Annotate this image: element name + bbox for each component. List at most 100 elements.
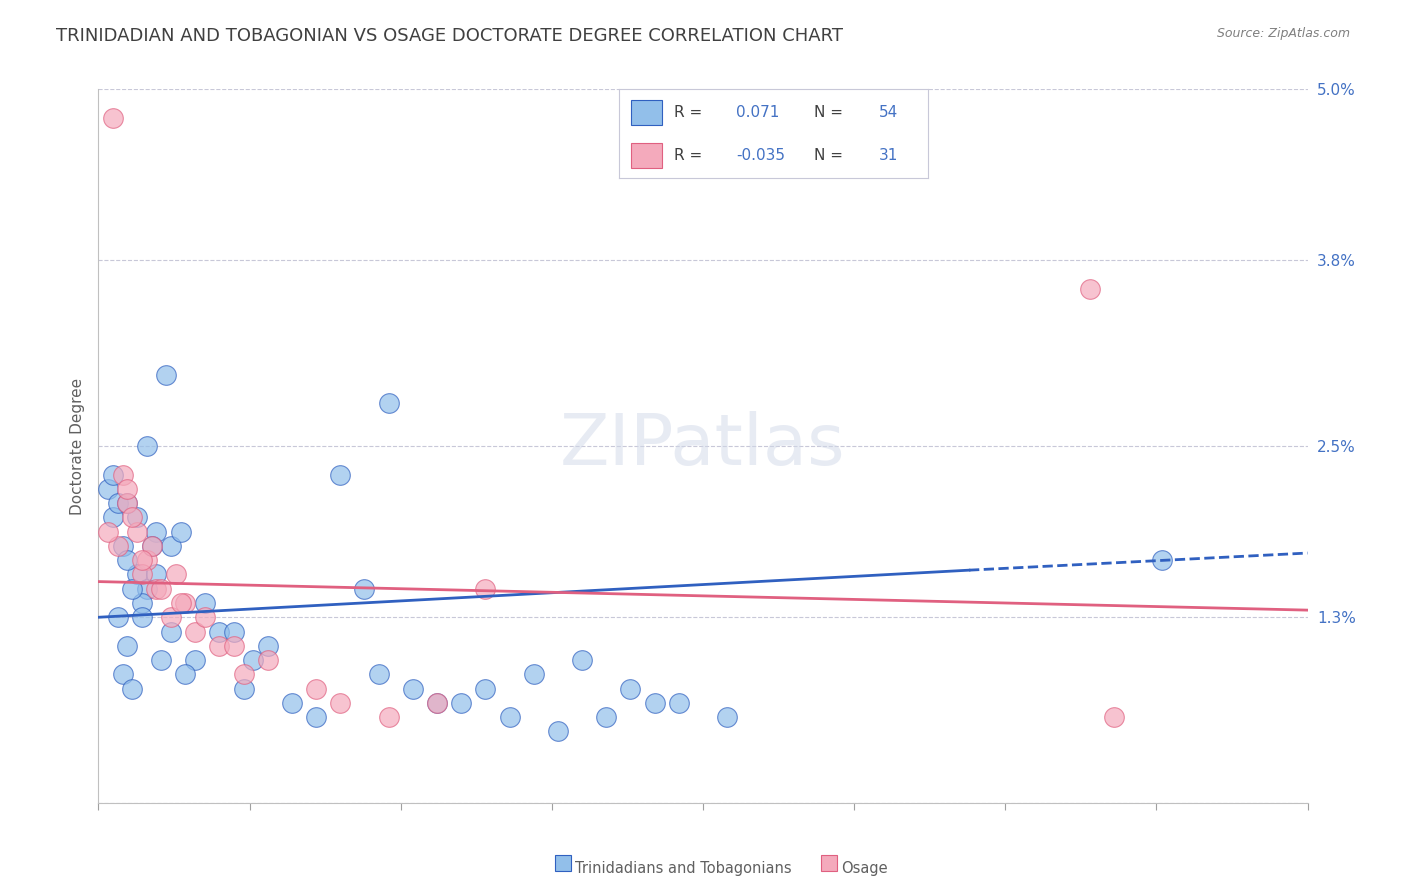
Point (329, 467, 352, 482)
Text: N =: N = (814, 105, 848, 120)
Point (222, 639, 245, 653)
Point (353, 582, 375, 596)
Point (117, 496, 139, 510)
Point (644, 696, 666, 710)
Point (256, 653, 278, 667)
Point (117, 482, 139, 496)
Point (208, 639, 231, 653)
Point (131, 610, 153, 624)
Point (155, 368, 177, 382)
Y-axis label: Doctorate Degree: Doctorate Degree (69, 377, 84, 515)
Point (174, 596, 197, 610)
Point (1152, 553, 1174, 567)
FancyBboxPatch shape (821, 855, 837, 871)
Point (121, 582, 143, 596)
Point (1078, 282, 1101, 296)
Point (547, 724, 569, 739)
Point (127, 567, 149, 582)
Point (174, 667, 197, 681)
Text: Source: ZipAtlas.com: Source: ZipAtlas.com (1216, 27, 1350, 40)
Point (101, 467, 124, 482)
Point (117, 639, 139, 653)
Text: TRINIDADIAN AND TOBAGONIAN VS OSAGE DOCTORATE DEGREE CORRELATION CHART: TRINIDADIAN AND TOBAGONIAN VS OSAGE DOCT… (56, 27, 844, 45)
Point (101, 111, 124, 125)
Point (101, 510, 124, 524)
Point (135, 439, 157, 453)
Text: 54: 54 (879, 105, 897, 120)
Point (208, 624, 231, 639)
Point (131, 567, 153, 582)
Point (305, 681, 328, 696)
Point (169, 524, 191, 539)
Text: N =: N = (814, 148, 848, 162)
Point (160, 539, 183, 553)
Point (619, 681, 641, 696)
Point (194, 610, 217, 624)
Point (117, 553, 139, 567)
Point (184, 624, 207, 639)
Text: R =: R = (675, 148, 707, 162)
Text: 31: 31 (879, 148, 898, 162)
Point (281, 696, 304, 710)
Point (169, 596, 191, 610)
Point (131, 596, 153, 610)
Point (1102, 710, 1125, 724)
Point (329, 696, 352, 710)
Point (135, 553, 157, 567)
Point (450, 696, 472, 710)
Text: ZIPatlas: ZIPatlas (560, 411, 846, 481)
Text: Osage: Osage (841, 862, 887, 876)
Point (150, 582, 173, 596)
Point (117, 496, 139, 510)
Point (716, 710, 738, 724)
Point (145, 582, 167, 596)
FancyBboxPatch shape (631, 143, 662, 168)
Point (498, 710, 520, 724)
Point (426, 696, 449, 710)
Point (145, 567, 167, 582)
Point (571, 653, 593, 667)
Point (368, 667, 391, 681)
Point (668, 696, 690, 710)
Point (402, 681, 425, 696)
Point (111, 667, 134, 681)
Point (242, 653, 264, 667)
Point (111, 539, 134, 553)
Point (107, 610, 129, 624)
Point (194, 596, 217, 610)
Point (121, 510, 143, 524)
Point (127, 510, 149, 524)
Point (135, 582, 157, 596)
Point (184, 653, 207, 667)
Point (141, 539, 163, 553)
Text: Trinidadians and Tobagonians: Trinidadians and Tobagonians (575, 862, 792, 876)
Point (474, 582, 496, 596)
Point (97, 524, 120, 539)
Point (127, 524, 149, 539)
Point (305, 710, 328, 724)
Point (111, 467, 134, 482)
Point (107, 539, 129, 553)
Point (121, 681, 143, 696)
Point (232, 681, 254, 696)
Point (222, 624, 245, 639)
Point (160, 624, 183, 639)
Point (474, 681, 496, 696)
Point (377, 710, 399, 724)
Point (165, 567, 187, 582)
Point (150, 653, 173, 667)
Point (256, 639, 278, 653)
Point (523, 667, 546, 681)
Point (232, 667, 254, 681)
Text: 0.071: 0.071 (737, 105, 779, 120)
Point (131, 553, 153, 567)
FancyBboxPatch shape (555, 855, 571, 871)
Text: -0.035: -0.035 (737, 148, 785, 162)
Point (595, 710, 617, 724)
Point (377, 396, 399, 410)
FancyBboxPatch shape (631, 100, 662, 125)
Point (107, 496, 129, 510)
Text: R =: R = (675, 105, 707, 120)
Point (97, 482, 120, 496)
Point (160, 610, 183, 624)
